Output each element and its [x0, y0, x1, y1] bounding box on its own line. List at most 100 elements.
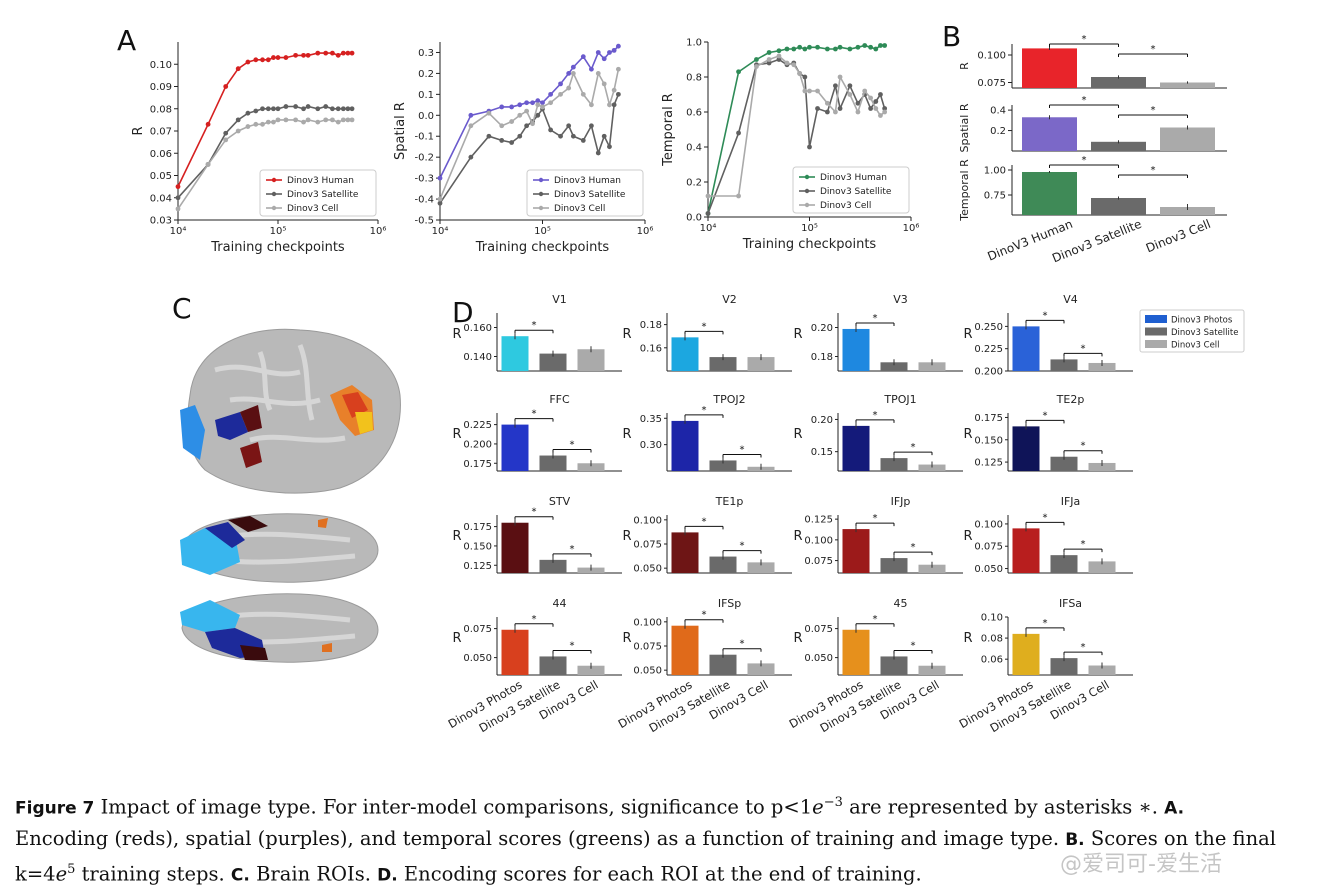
legend-marker [805, 175, 809, 179]
data-point [293, 53, 298, 58]
data-point [616, 44, 621, 49]
roi-title: V2 [722, 293, 737, 306]
legend-label: Dinov3 Human [820, 173, 887, 183]
y-tick-label: 0.04 [150, 193, 172, 204]
data-point [517, 134, 522, 139]
data-point [581, 54, 586, 59]
y-tick-label: 0.10 [150, 60, 172, 71]
significance-star: * [873, 513, 878, 524]
data-point [301, 106, 306, 111]
data-point [558, 134, 563, 139]
legend-label: Dinov3 Satellite [287, 190, 359, 200]
significance-star: * [740, 444, 745, 455]
data-point [306, 104, 311, 109]
significance-star: * [740, 541, 745, 552]
y-tick-label: 0.225 [463, 420, 492, 431]
data-point [236, 129, 241, 134]
data-point [345, 106, 350, 111]
y-tick-label: 0.8 [686, 73, 702, 84]
data-point [566, 123, 571, 128]
y-tick-label: 1.0 [686, 38, 702, 49]
y-tick-label: 0.6 [686, 108, 702, 119]
y-tick-label: 0.3 [418, 48, 434, 59]
data-point [306, 53, 311, 58]
data-point [260, 57, 265, 62]
roi-title: V4 [1063, 293, 1078, 306]
data-point [868, 96, 873, 101]
data-point [833, 110, 838, 115]
y-tick-label: 0.16 [640, 343, 662, 354]
x-tick-label: 10⁵ [270, 226, 287, 237]
legend-marker [539, 178, 543, 182]
data-point [589, 67, 594, 72]
significance-star: * [1082, 34, 1087, 45]
y-tick-label: 0.35 [640, 414, 662, 425]
y-tick-label: 0.08 [981, 634, 1003, 645]
bar [672, 337, 699, 371]
data-point [777, 48, 782, 53]
y-tick-label: 0.175 [974, 413, 1003, 424]
data-point [616, 92, 621, 97]
bar [672, 532, 699, 573]
data-point [323, 51, 328, 56]
caption-b-tail: training steps. [75, 862, 224, 885]
data-point [873, 99, 878, 104]
data-point [330, 106, 335, 111]
data-point [815, 89, 820, 94]
caption-a-text: Encoding (reds), spatial (purples), and … [15, 827, 1059, 850]
y-tick-label: 0.160 [463, 323, 492, 334]
data-point [791, 47, 796, 52]
data-point [873, 106, 878, 111]
roi-title: TE1p [715, 495, 744, 508]
data-point [468, 123, 473, 128]
bar [710, 655, 737, 675]
data-point [266, 57, 271, 62]
data-point [253, 57, 258, 62]
roi-title: 44 [553, 597, 567, 610]
bar [843, 329, 870, 371]
significance-star: * [532, 320, 537, 331]
data-point [833, 83, 838, 88]
y-axis-label: R [963, 327, 972, 342]
significance-star: * [740, 639, 745, 650]
y-tick-label: 0.0 [418, 111, 434, 122]
data-point [540, 100, 545, 105]
y-tick-label: 0.100 [633, 617, 662, 628]
significance-star: * [570, 440, 575, 451]
data-point [223, 138, 228, 143]
bar [1013, 528, 1040, 573]
data-point [530, 100, 535, 105]
bar [502, 425, 529, 471]
data-point [336, 106, 341, 111]
data-point [596, 50, 601, 55]
data-point [571, 134, 576, 139]
brain-medial-view [180, 514, 378, 582]
data-point [873, 47, 878, 52]
data-point [862, 43, 867, 48]
y-axis-label: R [793, 631, 802, 646]
significance-star: * [873, 614, 878, 625]
bar [578, 349, 605, 371]
y-tick-label: 0.150 [463, 541, 492, 552]
y-tick-label: 0.100 [974, 519, 1003, 530]
y-axis-label: R [963, 529, 972, 544]
x-tick-label: 10⁶ [637, 226, 654, 237]
y-axis-label: R [131, 126, 146, 135]
data-point [499, 105, 504, 110]
data-point [535, 98, 540, 103]
legend-label: Dinov3 Satellite [820, 187, 892, 197]
data-point [323, 104, 328, 109]
bar [1160, 127, 1215, 151]
data-point [838, 45, 843, 50]
data-point [856, 45, 861, 50]
data-point [797, 71, 802, 76]
significance-star: * [532, 409, 537, 420]
